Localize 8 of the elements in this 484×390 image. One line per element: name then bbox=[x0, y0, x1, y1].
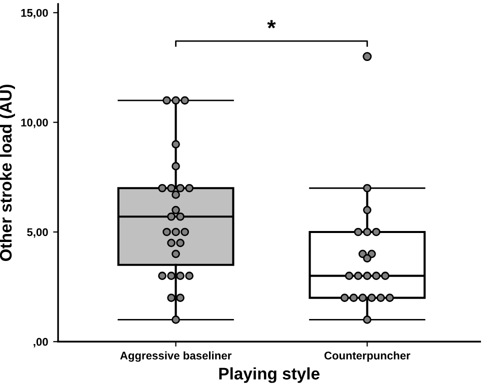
x-axis-title: Playing style bbox=[219, 367, 320, 383]
y-tick-label: ,00 bbox=[34, 338, 48, 348]
annotation: * bbox=[267, 20, 276, 28]
x-tick-label: Counterpuncher bbox=[324, 351, 410, 362]
y-tick-label: 15,00 bbox=[21, 8, 48, 18]
x-tick-label: Aggressive baseliner bbox=[120, 351, 232, 362]
y-tick-label: 10,00 bbox=[21, 118, 48, 128]
y-tick-label: 5,00 bbox=[27, 228, 48, 238]
